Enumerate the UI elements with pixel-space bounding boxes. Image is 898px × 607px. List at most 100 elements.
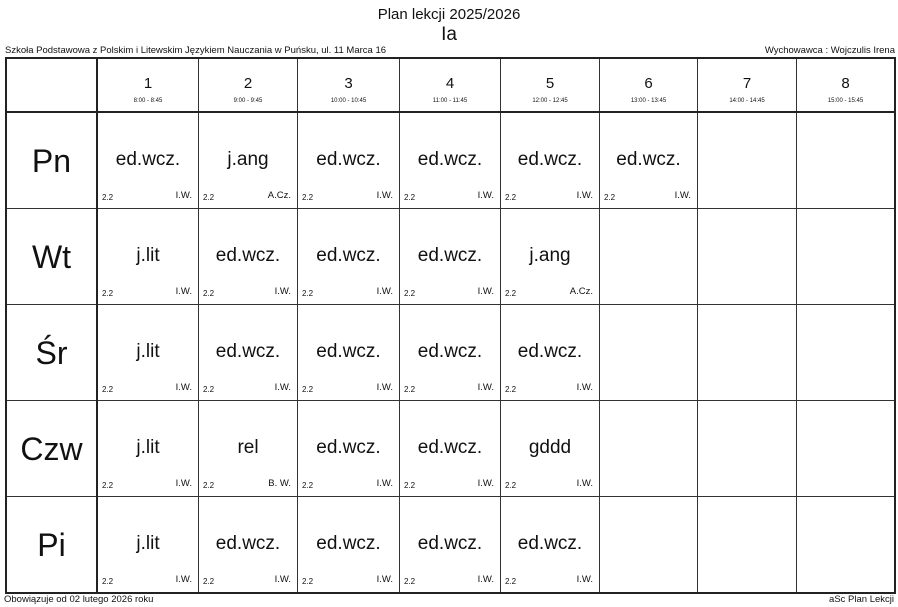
lesson-teacher: I.W.: [376, 574, 393, 585]
lesson-subject: j.ang: [227, 149, 269, 170]
lesson-cell[interactable]: j.lit 2.2 I.W.: [96, 304, 199, 401]
lesson-room: 2.2: [203, 193, 215, 202]
lesson-cell[interactable]: ed.wcz. 2.2 I.W.: [399, 111, 501, 209]
lesson-subject: ed.wcz.: [517, 533, 583, 554]
page-title: Plan lekcji 2025/2026: [377, 6, 521, 23]
lesson-subject: ed.wcz.: [517, 341, 583, 362]
lesson-teacher: I.W.: [376, 190, 393, 201]
lesson-cell[interactable]: ed.wcz. 2.2 I.W.: [599, 111, 698, 209]
day-cell: Pn: [5, 111, 98, 209]
lesson-teacher: B. W.: [268, 478, 291, 489]
empty-cell: [796, 400, 896, 497]
software-credit: aSc Plan Lekcji: [829, 594, 894, 605]
lesson-teacher: I.W.: [576, 574, 593, 585]
period-time: 14:00 - 14:45: [729, 98, 765, 104]
day-cell: Śr: [5, 304, 98, 401]
lesson-cell[interactable]: gddd 2.2 I.W.: [500, 400, 600, 497]
lesson-subject: ed.wcz.: [316, 245, 381, 266]
lesson-cell[interactable]: ed.wcz. 2.2 I.W.: [297, 304, 400, 401]
empty-cell: [697, 304, 797, 401]
lesson-cell[interactable]: ed.wcz. 2.2 I.W.: [96, 111, 199, 209]
corner-cell: [5, 57, 98, 113]
class-name: Ia: [441, 24, 457, 45]
empty-cell: [697, 496, 797, 594]
day-row: Pn ed.wcz. 2.2 I.W. j.ang 2.2 A.Cz. ed.wcz. 2.2 I…: [5, 111, 896, 209]
lesson-cell[interactable]: ed.wcz. 2.2 I.W.: [399, 208, 501, 305]
day-row: Pi j.lit 2.2 I.W. ed.wcz. 2.2 I.W. ed.wcz. 2.2 I.…: [5, 496, 896, 594]
lesson-subject: ed.wcz.: [417, 149, 483, 170]
empty-cell: [796, 208, 896, 305]
period-number: 5: [545, 75, 555, 92]
lesson-cell[interactable]: rel 2.2 B. W.: [198, 400, 298, 497]
lesson-room: 2.2: [102, 577, 114, 586]
period-header: 2 9:00 - 9:45: [198, 57, 298, 113]
lesson-teacher: I.W.: [477, 574, 494, 585]
lesson-cell[interactable]: ed.wcz. 2.2 I.W.: [500, 496, 600, 594]
empty-cell: [599, 400, 698, 497]
lesson-cell[interactable]: j.lit 2.2 I.W.: [96, 400, 199, 497]
period-time: 8:00 - 8:45: [133, 98, 163, 104]
lesson-subject: ed.wcz.: [417, 245, 483, 266]
lesson-cell[interactable]: ed.wcz. 2.2 I.W.: [198, 208, 298, 305]
lesson-subject: ed.wcz.: [316, 437, 381, 458]
lesson-cell[interactable]: ed.wcz. 2.2 I.W.: [198, 496, 298, 594]
lesson-teacher: I.W.: [477, 190, 494, 201]
empty-cell: [697, 400, 797, 497]
lesson-cell[interactable]: ed.wcz. 2.2 I.W.: [297, 400, 400, 497]
lesson-cell[interactable]: ed.wcz. 2.2 I.W.: [297, 496, 400, 594]
lesson-cell[interactable]: ed.wcz. 2.2 I.W.: [500, 111, 600, 209]
lesson-cell[interactable]: j.ang 2.2 A.Cz.: [198, 111, 298, 209]
lesson-subject: j.lit: [136, 341, 160, 362]
period-number: 1: [143, 75, 153, 92]
period-header: 3 10:00 - 10:45: [297, 57, 400, 113]
timetable: 1 8:00 - 8:45 2 9:00 - 9:45 3 10:00 - 10:45 4 1…: [5, 57, 896, 594]
lesson-subject: ed.wcz.: [316, 341, 381, 362]
lesson-room: 2.2: [302, 577, 314, 586]
lesson-cell[interactable]: j.lit 2.2 I.W.: [96, 496, 199, 594]
period-time: 11:00 - 11:45: [432, 98, 468, 104]
lesson-teacher: I.W.: [274, 286, 291, 297]
lesson-teacher: A.Cz.: [569, 286, 593, 297]
lesson-cell[interactable]: ed.wcz. 2.2 I.W.: [399, 496, 501, 594]
lesson-room: 2.2: [302, 385, 314, 394]
lesson-cell[interactable]: j.lit 2.2 I.W.: [96, 208, 199, 305]
period-time: 9:00 - 9:45: [233, 98, 263, 104]
lesson-cell[interactable]: ed.wcz. 2.2 I.W.: [399, 400, 501, 497]
period-time: 12:00 - 12:45: [532, 98, 568, 104]
empty-cell: [697, 208, 797, 305]
period-number: 8: [841, 75, 850, 92]
period-header: 5 12:00 - 12:45: [500, 57, 600, 113]
lesson-cell[interactable]: ed.wcz. 2.2 I.W.: [297, 208, 400, 305]
lesson-room: 2.2: [203, 481, 215, 490]
lesson-subject: j.lit: [136, 245, 160, 266]
lesson-cell[interactable]: j.ang 2.2 A.Cz.: [500, 208, 600, 305]
day-name: Pi: [37, 527, 66, 563]
lesson-cell[interactable]: ed.wcz. 2.2 I.W.: [500, 304, 600, 401]
lesson-teacher: I.W.: [274, 574, 291, 585]
lesson-cell[interactable]: ed.wcz. 2.2 I.W.: [399, 304, 501, 401]
lesson-teacher: I.W.: [175, 574, 192, 585]
lesson-subject: ed.wcz.: [215, 533, 281, 554]
lesson-room: 2.2: [102, 193, 114, 202]
lesson-teacher: I.W.: [376, 382, 393, 393]
empty-cell: [599, 304, 698, 401]
period-header: 8 15:00 - 15:45: [796, 57, 896, 113]
lesson-cell[interactable]: ed.wcz. 2.2 I.W.: [198, 304, 298, 401]
lesson-room: 2.2: [505, 385, 517, 394]
lesson-teacher: I.W.: [576, 382, 593, 393]
lesson-teacher: I.W.: [376, 286, 393, 297]
day-row: Wt j.lit 2.2 I.W. ed.wcz. 2.2 I.W. ed.wcz. 2.2 I.…: [5, 208, 896, 305]
empty-cell: [796, 496, 896, 594]
lesson-teacher: I.W.: [477, 478, 494, 489]
lesson-teacher: I.W.: [175, 286, 192, 297]
lesson-room: 2.2: [302, 289, 314, 298]
lesson-room: 2.2: [203, 289, 215, 298]
period-time: 10:00 - 10:45: [330, 98, 367, 104]
lesson-room: 2.2: [404, 385, 416, 394]
empty-cell: [796, 304, 896, 401]
lesson-cell[interactable]: ed.wcz. 2.2 I.W.: [297, 111, 400, 209]
lesson-room: 2.2: [505, 193, 517, 202]
lesson-room: 2.2: [203, 385, 215, 394]
lesson-subject: rel: [237, 437, 259, 458]
lesson-teacher: A.Cz.: [267, 190, 291, 201]
